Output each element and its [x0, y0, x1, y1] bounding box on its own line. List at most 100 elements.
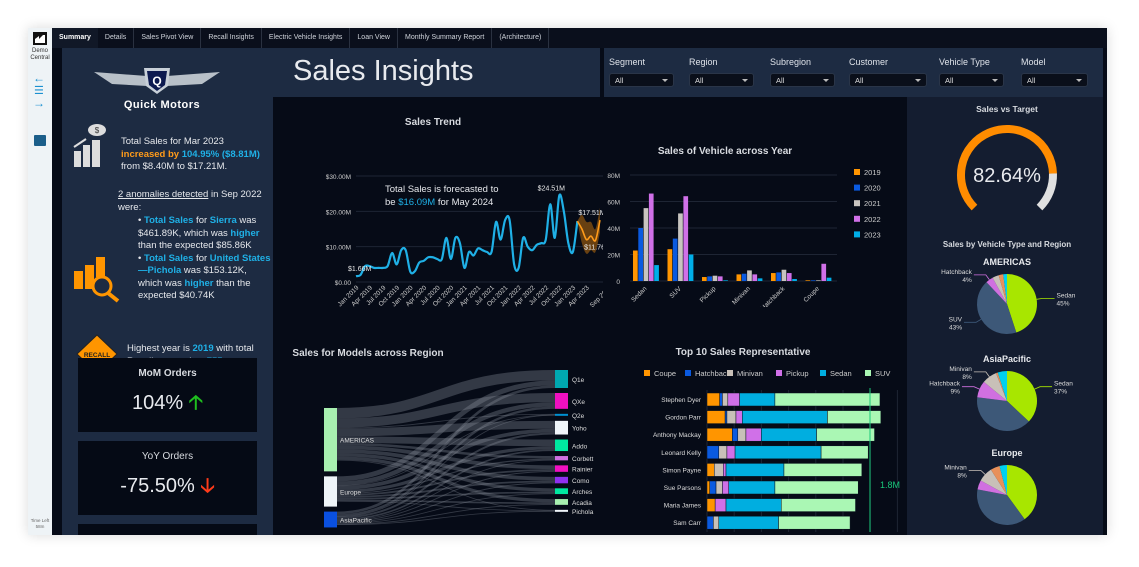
bar-segment-sedan [734, 445, 822, 460]
filter-dropdown[interactable]: All [689, 73, 754, 87]
sankey-link [336, 406, 556, 517]
legend-swatch [854, 169, 860, 175]
filter-value: All [776, 76, 785, 85]
app-name: Demo Central [30, 48, 50, 61]
title-bar: Sales Insights [273, 48, 600, 97]
bar-segment-sedan [718, 515, 779, 530]
filter-dropdown[interactable]: All [1021, 73, 1088, 87]
sales-trend-chart: Sales Trend$0.00$10.00M$20.00M$30.00MJan… [326, 117, 603, 307]
pie-label-name: Sedan [1057, 292, 1076, 299]
pie-slice-suv [977, 282, 1017, 334]
tab-summary[interactable]: Summary [52, 28, 98, 48]
legend-label: 2023 [864, 230, 881, 239]
filter-vehicle-type: Vehicle Type All [939, 57, 1004, 87]
legend-swatch [854, 231, 860, 238]
sankey-node-label: AMERICAS [340, 438, 375, 445]
sankey-link [336, 385, 556, 515]
sankey-node-label: Europe [340, 489, 361, 496]
sankey-node-q1e [555, 370, 568, 388]
tab-recall-insights[interactable]: Recall Insights [201, 28, 262, 48]
bar-2020-hatchback [776, 272, 781, 281]
app-logo-icon[interactable] [33, 32, 47, 45]
pie-label-pct: 43% [949, 324, 962, 331]
bar-segment-suv [774, 392, 881, 407]
forward-arrow-icon[interactable]: → [33, 96, 45, 110]
brand-name: Quick Motors [123, 99, 201, 111]
filter-dropdown[interactable]: All [770, 73, 835, 87]
page-title: Sales Insights [293, 55, 474, 87]
pie-label-name: Sedan [1054, 381, 1073, 388]
filter-dropdown[interactable]: All [939, 73, 1004, 87]
menu-icon[interactable]: ☰ [34, 85, 44, 97]
pie-slice-minivan [983, 373, 1007, 401]
sankey-link [336, 510, 556, 526]
sankey-node-label: Addo [572, 443, 588, 450]
tab-details[interactable]: Details [98, 28, 135, 48]
pie-slice-suv [977, 489, 1025, 526]
sankey-link [336, 380, 556, 482]
sales-models-region-sankey: Sales for Models across Region AMERICAS Eu… [292, 348, 594, 528]
filter-segment: Segment All [609, 57, 674, 87]
sankey-link [336, 480, 556, 498]
sankey-link [336, 500, 556, 512]
x-tick-label: Coupe [802, 285, 821, 304]
sankey-link [336, 458, 556, 495]
forecast-annotation: Total Sales is forecasted to [385, 184, 499, 195]
legend-label: Sedan [830, 369, 852, 378]
sankey-link [336, 499, 556, 505]
pie-slice-minivan [980, 469, 1007, 495]
filter-dropdown[interactable]: All [849, 73, 927, 87]
tab-sales-pivot-view[interactable]: Sales Pivot View [134, 28, 202, 48]
sankey-link [336, 491, 556, 500]
y-tick-label: 80M [607, 173, 620, 180]
brand-logo-icon: Q [94, 68, 220, 94]
x-tick-label: Sedan [630, 285, 649, 304]
kpi-card-1: YoY Orders -75.50% 🡣 [78, 441, 257, 515]
bar-2022-pickup [717, 276, 723, 281]
back-arrow-icon[interactable]: ← [33, 71, 45, 85]
pie-region-title: Europe [991, 448, 1022, 458]
kpi-title: MoM Orders [138, 368, 197, 379]
kpi-card-2 [78, 524, 257, 535]
y-tick-label: $30.00M [326, 174, 351, 181]
legend-swatch [854, 200, 860, 207]
insight-value: 104.95% ($8.81M) [181, 148, 260, 160]
reference-line-label: 1.8M [880, 480, 900, 490]
sankey-node-label: AsiaPacific [340, 518, 373, 525]
legend-swatch [854, 215, 860, 222]
chart-title: Sales for Models across Region [292, 348, 443, 359]
legend-label: Hatchback [695, 369, 731, 378]
tab-architecture[interactable]: (Architecture) [492, 28, 550, 48]
chevron-down-icon [1076, 79, 1082, 82]
filter-bar: Segment All Region All Subregion All Customer A… [604, 48, 1103, 97]
legend-label: SUV [875, 369, 890, 378]
bar-2021-coupe [816, 280, 821, 281]
bar-segment-pickup [727, 392, 740, 407]
pie-label-name: Minivan [944, 464, 967, 471]
bar-segment-coupe [706, 427, 733, 442]
pie-slice-coupe [998, 274, 1007, 304]
insights-panel: Q Quick Motors $ Total Sales for Mar 202… [62, 48, 273, 535]
legend-swatch [776, 370, 782, 376]
bar-2019-sedan [633, 250, 638, 281]
anomaly-link[interactable]: 2 anomalies detected [118, 189, 209, 200]
tab-monthly-summary-report[interactable]: Monthly Summary Report [398, 28, 493, 48]
sankey-node-arches [555, 488, 568, 495]
sankey-node-label: Q2e [572, 413, 585, 420]
bar-2023-hatchback [792, 279, 797, 281]
bar-segment-hatchback [732, 427, 739, 442]
legend-label: Pickup [786, 369, 809, 378]
y-tick-label: $0.00 [335, 280, 352, 287]
rep-name-label: Anthony Mackay [653, 432, 702, 439]
time-left-label: Time Left [30, 518, 50, 523]
right-charts: Sales vs Target 82.64% Sales by Vehicle Ty… [929, 104, 1076, 526]
tab-loan-view[interactable]: Loan View [350, 28, 398, 48]
dashboard-icon[interactable] [34, 135, 46, 146]
chart-title: Sales Trend [405, 117, 461, 128]
pie-leader-line [973, 371, 990, 377]
pie-leader-line [1034, 386, 1053, 390]
data-label: $24.51M [538, 185, 565, 192]
tab-electric-vehicle-insights[interactable]: Electric Vehicle Insights [262, 28, 351, 48]
bar-2020-minivan [741, 273, 747, 281]
filter-dropdown[interactable]: All [609, 73, 674, 87]
